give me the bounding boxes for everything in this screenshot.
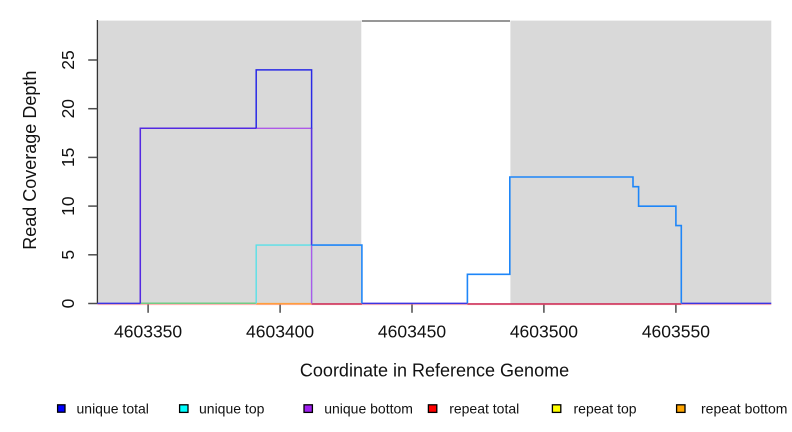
svg-text:4603500: 4603500 bbox=[510, 322, 578, 342]
svg-text:unique bottom: unique bottom bbox=[324, 401, 413, 417]
svg-text:repeat total: repeat total bbox=[449, 401, 519, 417]
svg-text:repeat top: repeat top bbox=[574, 401, 637, 417]
svg-text:4603550: 4603550 bbox=[642, 322, 710, 342]
svg-text:unique top: unique top bbox=[199, 401, 265, 417]
svg-text:15: 15 bbox=[58, 148, 78, 167]
svg-text:Read Coverage Depth: Read Coverage Depth bbox=[20, 71, 40, 250]
svg-text:0: 0 bbox=[58, 298, 78, 308]
svg-text:4603400: 4603400 bbox=[246, 322, 314, 342]
svg-text:repeat bottom: repeat bottom bbox=[701, 401, 787, 417]
svg-text:20: 20 bbox=[58, 99, 78, 119]
svg-text:4603350: 4603350 bbox=[114, 322, 182, 342]
svg-text:unique total: unique total bbox=[77, 401, 149, 417]
svg-text:5: 5 bbox=[58, 250, 78, 260]
svg-text:25: 25 bbox=[58, 50, 78, 69]
svg-text:10: 10 bbox=[58, 196, 78, 216]
svg-text:4603450: 4603450 bbox=[378, 322, 446, 342]
svg-text:Coordinate in Reference Genome: Coordinate in Reference Genome bbox=[300, 360, 569, 380]
